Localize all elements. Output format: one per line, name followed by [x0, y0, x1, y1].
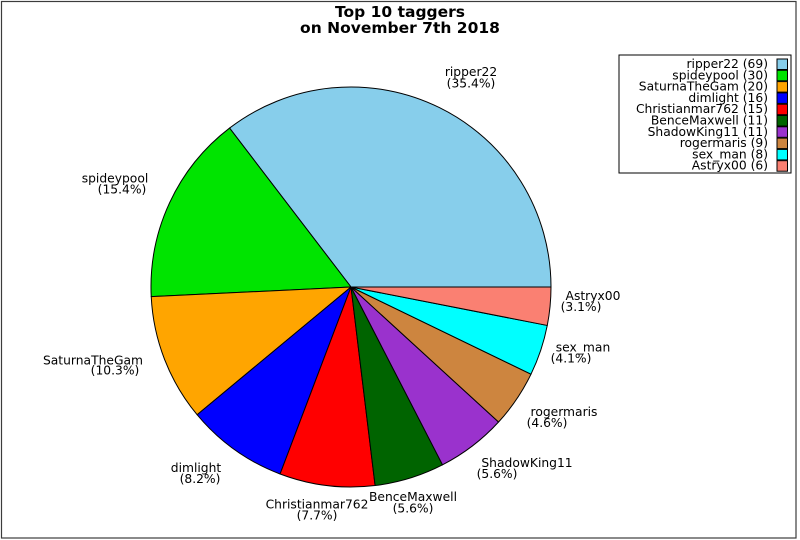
slice-label-rogermaris: rogermaris (4.6%): [527, 405, 598, 430]
slice-label-ripper22: ripper22 (35.4%): [445, 65, 497, 91]
slice-label-dimlight: dimlight (8.2%): [171, 461, 222, 486]
legend-label-sex_man: sex_man (8): [692, 147, 768, 161]
slice-label-percent: (10.3%): [91, 364, 140, 378]
legend-swatch-ripper22: [776, 58, 788, 70]
pie-slices: [150, 86, 552, 488]
legend-swatch-Christianmar762: [776, 103, 788, 116]
slice-label-Christianmar762: Christianmar762 (7.7%): [266, 498, 369, 523]
pie-slice-Astryx00: [350, 286, 552, 326]
slice-label-name: Christianmar762: [266, 498, 369, 512]
slice-label-percent: (35.4%): [447, 77, 496, 91]
slice-label-percent: (4.1%): [551, 352, 592, 366]
legend-swatch-spideypool: [776, 69, 788, 82]
slice-label-BenceMaxwell: BenceMaxwell (5.6%): [369, 490, 457, 516]
legend-label-SaturnaTheGam: SaturnaTheGam (20): [639, 80, 768, 94]
slice-label-name: Astryx00: [566, 289, 621, 303]
pie-slice-Christianmar762: [279, 286, 376, 488]
slice-label-name: rogermaris: [531, 405, 598, 419]
slice-label-name: ShadowKing11: [481, 456, 572, 470]
pie-slice-dimlight: [196, 286, 352, 475]
legend-label-dimlight: dimlight (16): [688, 91, 768, 105]
legend-label-rogermaris: rogermaris (9): [680, 136, 768, 150]
pie-slice-SaturnaTheGam: [150, 286, 352, 416]
slice-label-name: spideypool: [82, 172, 149, 186]
slice-label-sex_man: sex_man (4.1%): [551, 341, 611, 366]
legend-swatch-sex_man: [776, 148, 788, 161]
slice-label-ShadowKing11: ShadowKing11 (5.6%): [477, 456, 573, 481]
legend-swatch-ShadowKing11: [776, 126, 788, 138]
legend-swatch-SaturnaTheGam: [776, 81, 788, 93]
legend-label-BenceMaxwell: BenceMaxwell (11): [651, 114, 768, 128]
slice-label-name: sex_man: [556, 341, 611, 355]
legend-swatch-Astryx00: [776, 160, 788, 172]
slice-label-percent: (7.7%): [297, 509, 338, 523]
pie-slice-labels: ripper22 (35.4%) spideypool (15.4%) SaturnaT…: [43, 65, 620, 523]
chart-title-line1: Top 10 taggers: [335, 3, 465, 21]
slice-label-name: SaturnaTheGam: [43, 354, 143, 368]
legend-swatch-dimlight: [776, 92, 788, 104]
legend-swatch-BenceMaxwell: [776, 115, 788, 127]
slice-label-percent: (5.6%): [393, 502, 434, 516]
legend-swatch-rogermaris: [776, 137, 788, 150]
legend-label-ripper22: ripper22 (69): [686, 57, 768, 71]
legend-label-spideypool: spideypool (30): [672, 68, 768, 82]
slice-label-percent: (5.6%): [477, 467, 518, 481]
legend-box: [618, 54, 792, 174]
slice-label-Astryx00: Astryx00 (3.1%): [561, 289, 621, 314]
legend-label-Astryx00: Astryx00 (6): [692, 159, 768, 173]
slice-label-name: BenceMaxwell: [369, 490, 457, 504]
slice-label-percent: (4.6%): [527, 416, 568, 430]
slice-label-percent: (3.1%): [561, 300, 602, 314]
chart-title-line2: on November 7th 2018: [300, 19, 500, 37]
legend: ripper22 (69)spideypool (30)SaturnaTheGa…: [618, 54, 792, 174]
slice-label-name: ripper22: [445, 65, 497, 79]
pie-slice-ripper22: [229, 86, 552, 288]
slice-label-percent: (15.4%): [98, 183, 147, 197]
slice-label-SaturnaTheGam: SaturnaTheGam (10.3%): [43, 354, 143, 378]
legend-label-ShadowKing11: ShadowKing11 (11): [648, 125, 768, 139]
slice-label-spideypool: spideypool (15.4%): [82, 172, 149, 197]
legend-label-Christianmar762: Christianmar762 (15): [636, 102, 768, 116]
slice-label-name: dimlight: [171, 461, 222, 475]
slice-label-percent: (8.2%): [180, 472, 221, 486]
pie-slice-spideypool: [150, 127, 352, 298]
